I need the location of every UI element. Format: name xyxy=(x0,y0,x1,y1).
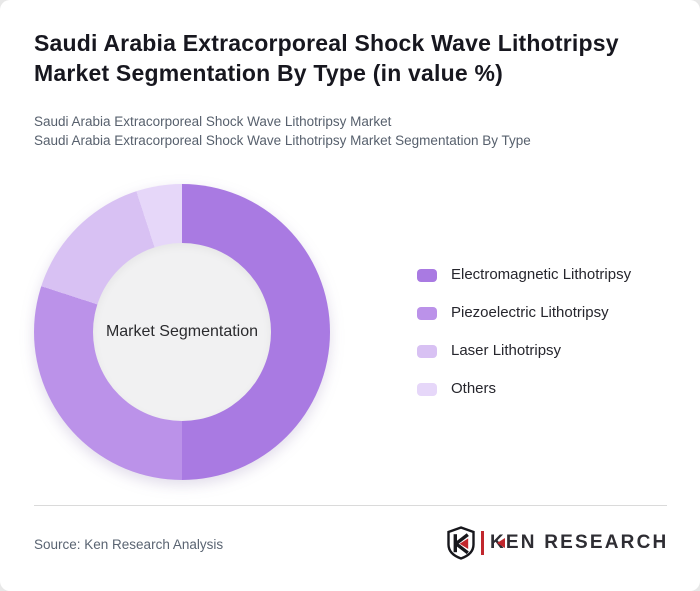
subtitle-line-1: Saudi Arabia Extracorporeal Shock Wave L… xyxy=(34,114,392,129)
chart-legend: Electromagnetic Lithotripsy Piezoelectri… xyxy=(417,266,631,398)
legend-swatch-icon xyxy=(417,268,437,282)
subtitle-line-2: Saudi Arabia Extracorporeal Shock Wave L… xyxy=(34,133,531,148)
legend-label: Piezoelectric Lithotripsy xyxy=(451,304,609,321)
logo-red-arrow-icon xyxy=(497,538,505,548)
legend-item-others: Others xyxy=(417,380,631,398)
legend-swatch-icon xyxy=(417,344,437,358)
legend-item-electromagnetic: Electromagnetic Lithotripsy xyxy=(417,266,631,284)
logo-wordmark-wrap: KEN RESEARCH xyxy=(490,532,668,554)
footer-divider xyxy=(34,505,667,506)
legend-item-piezoelectric: Piezoelectric Lithotripsy xyxy=(417,304,631,322)
legend-swatch-icon xyxy=(417,306,437,320)
source-text: Source: Ken Research Analysis xyxy=(34,537,224,552)
logo-divider-bar xyxy=(481,531,484,555)
legend-label: Electromagnetic Lithotripsy xyxy=(451,266,632,283)
donut-chart-area: Market Segmentation xyxy=(34,184,330,480)
donut-hole: Market Segmentation xyxy=(93,243,271,421)
legend-item-laser: Laser Lithotripsy xyxy=(417,342,631,360)
ken-research-logo: KEN RESEARCH xyxy=(446,526,668,560)
page-title: Saudi Arabia Extracorporeal Shock Wave L… xyxy=(34,30,619,86)
chart-center-label: Market Segmentation xyxy=(105,323,259,340)
legend-swatch-icon xyxy=(417,382,437,396)
legend-label: Others xyxy=(451,380,497,397)
logo-wordmark: KEN RESEARCH xyxy=(490,532,669,553)
legend-label: Laser Lithotripsy xyxy=(451,342,562,359)
subtitle-block: Saudi Arabia Extracorporeal Shock Wave L… xyxy=(34,112,679,150)
logo-shield-icon xyxy=(447,526,475,560)
